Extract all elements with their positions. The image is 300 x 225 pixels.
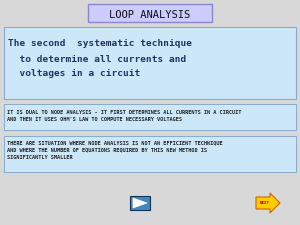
- FancyBboxPatch shape: [4, 104, 296, 130]
- FancyBboxPatch shape: [4, 27, 296, 99]
- FancyBboxPatch shape: [88, 4, 212, 22]
- Polygon shape: [133, 198, 147, 208]
- Text: NEXT: NEXT: [260, 202, 270, 205]
- Text: The second  systematic technique: The second systematic technique: [8, 40, 192, 49]
- Text: THERE ARE SITUATION WHERE NODE ANALYSIS IS NOT AN EFFICIENT TECHNIQUE
AND WHERE : THERE ARE SITUATION WHERE NODE ANALYSIS …: [7, 140, 223, 160]
- Text: to determine all currents and: to determine all currents and: [8, 54, 186, 63]
- Text: LOOP ANALYSIS: LOOP ANALYSIS: [110, 9, 190, 20]
- Polygon shape: [256, 193, 280, 213]
- Text: IT IS DUAL TO NODE ANALYSIS - IT FIRST DETERMINES ALL CURRENTS IN A CIRCUIT
AND : IT IS DUAL TO NODE ANALYSIS - IT FIRST D…: [7, 110, 242, 122]
- FancyBboxPatch shape: [4, 136, 296, 172]
- Text: voltages in a circuit: voltages in a circuit: [8, 70, 140, 79]
- FancyBboxPatch shape: [130, 196, 150, 210]
